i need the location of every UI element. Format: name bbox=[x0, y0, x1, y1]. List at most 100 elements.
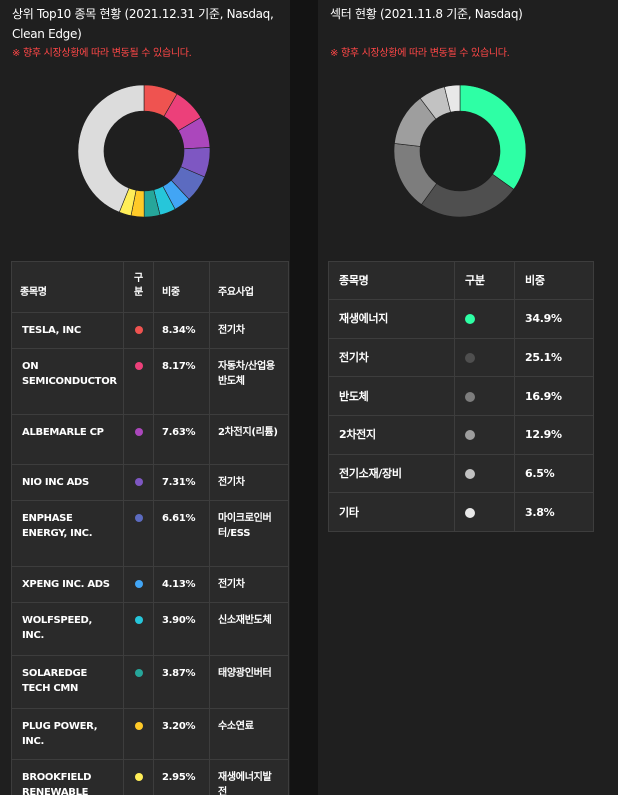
color-dot-icon bbox=[465, 391, 475, 402]
top10-slice bbox=[78, 85, 145, 213]
class-cell bbox=[123, 566, 154, 603]
table-row: 2차전지 12.9% bbox=[328, 415, 594, 455]
sector-weight: 34.9% bbox=[514, 299, 594, 339]
color-dot-icon bbox=[465, 314, 475, 325]
stock-name: SOLAREDGE TECH CMN bbox=[11, 655, 124, 709]
stock-name: ALBEMARLE CP bbox=[11, 414, 124, 465]
sector-slice bbox=[459, 85, 526, 190]
sector-table: 종목명 구분 비중 재생에너지 34.9% 전기차 25.1% 반도체 16.9% 2차전지… bbox=[328, 261, 594, 533]
color-dot-icon bbox=[134, 514, 143, 522]
color-dot-icon bbox=[134, 669, 143, 677]
class-cell bbox=[123, 759, 154, 795]
table-row: TESLA, INC 8.34% 전기차 bbox=[11, 312, 289, 349]
top10-title: 상위 Top10 종목 현황 (2021.12.31 기준, Nasdaq, C… bbox=[12, 7, 274, 41]
table-row: NIO INC ADS 7.31% 전기차 bbox=[11, 464, 289, 501]
sector-slice bbox=[444, 85, 461, 113]
sector-slice bbox=[420, 173, 515, 217]
table-row: 기타 3.8% bbox=[328, 492, 594, 533]
color-dot-icon bbox=[134, 478, 143, 486]
sector-name: 반도체 bbox=[328, 376, 455, 417]
color-dot-icon bbox=[134, 362, 143, 370]
class-cell bbox=[454, 415, 515, 455]
table-row: BROOKFIELD RENEWABLE 2.95% 재생에너지발전 bbox=[11, 759, 289, 795]
color-dot-icon bbox=[134, 428, 143, 436]
table-row: 재생에너지 34.9% bbox=[328, 299, 594, 339]
stock-weight: 2.95% bbox=[153, 759, 210, 795]
stock-business: 전기차 bbox=[209, 312, 289, 349]
stock-name: NIO INC ADS bbox=[11, 464, 124, 501]
table-row: XPENG INC. ADS 4.13% 전기차 bbox=[11, 566, 289, 603]
table-row: WOLFSPEED, INC. 3.90% 신소재반도체 bbox=[11, 602, 289, 656]
sector-notice: ※ 향후 시장상황에 따라 변동될 수 있습니다. bbox=[330, 48, 510, 59]
class-cell bbox=[123, 500, 154, 567]
header-weight: 비중 bbox=[514, 261, 594, 300]
stock-weight: 4.13% bbox=[153, 566, 210, 603]
header-name: 종목명 bbox=[11, 261, 124, 313]
color-dot-icon bbox=[465, 507, 475, 518]
class-cell bbox=[454, 337, 515, 378]
color-dot-icon bbox=[465, 469, 475, 480]
class-cell bbox=[454, 376, 515, 417]
sector-weight: 6.5% bbox=[514, 453, 594, 494]
stock-name: ON SEMICONDUCTOR bbox=[11, 348, 124, 415]
color-dot-icon bbox=[134, 580, 143, 588]
color-dot-icon bbox=[134, 773, 143, 781]
sector-title: 섹터 현황 (2021.11.8 기준, Nasdaq) bbox=[330, 7, 523, 21]
sector-weight: 16.9% bbox=[514, 376, 594, 417]
stock-weight: 7.63% bbox=[153, 414, 210, 465]
header-name: 종목명 bbox=[328, 261, 455, 300]
stock-name: PLUG POWER, INC. bbox=[11, 708, 124, 760]
top10-table-header: 종목명 구분 비중 주요사업 bbox=[11, 261, 289, 313]
stock-name: XPENG INC. ADS bbox=[11, 566, 124, 603]
class-cell bbox=[123, 602, 154, 656]
table-row: SOLAREDGE TECH CMN 3.87% 태양광인버터 bbox=[11, 655, 289, 709]
sector-name: 재생에너지 bbox=[328, 299, 455, 339]
table-row: ON SEMICONDUCTOR 8.17% 자동차/산업용 반도체 bbox=[11, 348, 289, 415]
class-cell bbox=[123, 414, 154, 465]
table-row: PLUG POWER, INC. 3.20% 수소연료 bbox=[11, 708, 289, 760]
stock-weight: 3.20% bbox=[153, 708, 210, 760]
class-cell bbox=[123, 464, 154, 501]
stock-weight: 3.87% bbox=[153, 655, 210, 709]
table-row: 전기차 25.1% bbox=[328, 337, 594, 378]
class-cell bbox=[123, 348, 154, 415]
table-row: 반도체 16.9% bbox=[328, 376, 594, 417]
sector-donut-chart bbox=[394, 85, 526, 217]
stock-weight: 8.17% bbox=[153, 348, 210, 415]
stock-business: 신소재반도체 bbox=[209, 602, 289, 656]
top10-donut-chart bbox=[78, 85, 210, 217]
table-row: ALBEMARLE CP 7.63% 2차전지(리튬) bbox=[11, 414, 289, 465]
top10-panel: 상위 Top10 종목 현황 (2021.12.31 기준, Nasdaq, C… bbox=[0, 0, 290, 795]
header-class: 구분 bbox=[123, 261, 154, 313]
stock-weight: 7.31% bbox=[153, 464, 210, 501]
top10-notice: ※ 향후 시장상황에 따라 변동될 수 있습니다. bbox=[12, 48, 192, 59]
class-cell bbox=[454, 492, 515, 533]
header-business: 주요사업 bbox=[209, 261, 289, 313]
stock-weight: 6.61% bbox=[153, 500, 210, 567]
sector-name: 2차전지 bbox=[328, 415, 455, 455]
class-cell bbox=[454, 453, 515, 494]
top10-table: 종목명 구분 비중 주요사업 TESLA, INC 8.34% 전기차 ON SEMI… bbox=[11, 261, 289, 795]
stock-name: WOLFSPEED, INC. bbox=[11, 602, 124, 656]
sector-weight: 12.9% bbox=[514, 415, 594, 455]
header-class-label: 구분 bbox=[134, 273, 143, 298]
class-cell bbox=[123, 708, 154, 760]
sector-weight: 3.8% bbox=[514, 492, 594, 533]
stock-business: 전기차 bbox=[209, 464, 289, 501]
color-dot-icon bbox=[465, 430, 475, 441]
color-dot-icon bbox=[134, 616, 143, 624]
table-row: ENPHASE ENERGY, INC. 6.61% 마이크로인버터/ESS bbox=[11, 500, 289, 567]
stock-business: 전기차 bbox=[209, 566, 289, 603]
sector-panel: 섹터 현황 (2021.11.8 기준, Nasdaq) ※ 향후 시장상황에 … bbox=[318, 0, 618, 795]
stock-name: BROOKFIELD RENEWABLE bbox=[11, 759, 124, 795]
stock-name: TESLA, INC bbox=[11, 312, 124, 349]
color-dot-icon bbox=[134, 326, 143, 334]
stock-business: 마이크로인버터/ESS bbox=[209, 500, 289, 567]
stock-business: 자동차/산업용 반도체 bbox=[209, 348, 289, 415]
color-dot-icon bbox=[465, 353, 475, 364]
class-cell bbox=[123, 312, 154, 349]
color-dot-icon bbox=[134, 722, 143, 730]
stock-business: 태양광인버터 bbox=[209, 655, 289, 709]
header-weight: 비중 bbox=[153, 261, 210, 313]
